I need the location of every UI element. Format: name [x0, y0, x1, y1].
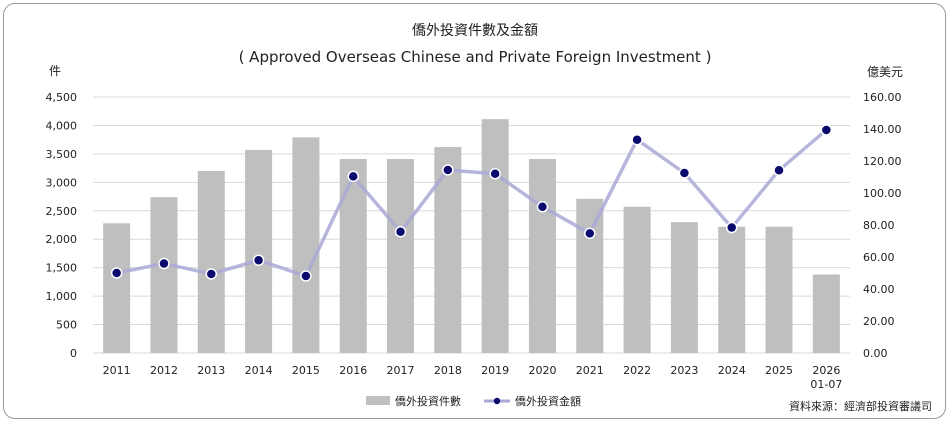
- line-point: [252, 254, 265, 266]
- x-tick-label: 2023: [670, 364, 698, 377]
- line-point: [725, 221, 738, 234]
- source-note: 資料來源：經濟部投資審議司: [789, 399, 932, 413]
- legend-swatch-marker: [493, 397, 501, 405]
- line-series: [110, 124, 833, 282]
- right-tick-label: 0.00: [863, 347, 888, 360]
- legend-label-line: 僑外投資金額: [515, 394, 581, 408]
- x-tick-label: 2019: [481, 364, 509, 377]
- bar: [481, 119, 509, 353]
- left-tick-label: 1,500: [46, 262, 78, 275]
- line-point: [820, 124, 833, 136]
- right-tick-label: 140.00: [863, 123, 902, 136]
- right-tick-label: 160.00: [863, 91, 902, 104]
- legend: 僑外投資件數 僑外投資金額: [366, 394, 581, 408]
- bar: [718, 226, 746, 353]
- left-tick-label: 500: [56, 319, 77, 332]
- right-axis-label: 億美元: [867, 65, 903, 79]
- chart-subtitle: ( Approved Overseas Chinese and Private …: [239, 48, 712, 66]
- legend-swatch-bar: [366, 396, 390, 405]
- bar: [292, 137, 320, 353]
- x-tick-labels: 2011 2012 2013 2014 2015 2016 2017 2018 2019 2020…: [103, 364, 843, 391]
- bar: [576, 198, 604, 353]
- x-tick-label: 2011: [103, 364, 131, 377]
- x-tick-label: 2016: [339, 364, 367, 377]
- line-point: [300, 270, 312, 282]
- bar: [103, 223, 131, 353]
- x-tick-label: 2022: [623, 364, 651, 377]
- left-tick-label: 3,500: [46, 148, 78, 161]
- line-point: [110, 267, 123, 279]
- x-tick-label: 2018: [434, 364, 462, 377]
- left-tick-label: 2,000: [46, 233, 78, 246]
- line-point: [631, 133, 643, 146]
- left-tick-label: 0: [70, 347, 77, 360]
- x-tick-label: 2014: [245, 364, 273, 377]
- bar: [528, 159, 556, 353]
- x-tick-label: 2025: [765, 364, 793, 377]
- bar: [197, 170, 225, 353]
- line-point: [489, 168, 501, 180]
- line-point: [394, 225, 407, 238]
- right-tick-label: 100.00: [863, 187, 902, 200]
- chart-title: 僑外投資件數及金額: [412, 23, 538, 39]
- line-point: [158, 257, 170, 270]
- bar: [812, 274, 840, 353]
- left-tick-label: 4,500: [46, 91, 78, 104]
- right-tick-label: 80.00: [863, 219, 895, 232]
- x-tick-label: 2013: [197, 364, 225, 377]
- left-tick-label: 4,000: [46, 119, 78, 132]
- bar: [387, 159, 415, 353]
- right-tick-labels: 0.00 20.00 40.00 60.00 80.00 100.00 120.00 140.…: [863, 91, 902, 360]
- bar: [623, 206, 651, 353]
- bar: [434, 147, 462, 353]
- legend-label-bar: 僑外投資件數: [395, 394, 461, 408]
- left-tick-label: 2,500: [46, 205, 78, 218]
- line-point: [773, 164, 785, 177]
- bar: [245, 149, 273, 353]
- right-tick-label: 40.00: [863, 283, 895, 296]
- x-tick-label: 2024: [718, 364, 746, 377]
- line-point: [536, 201, 549, 213]
- left-axis-label: 件: [49, 64, 61, 78]
- x-tick-label: 2015: [292, 364, 320, 377]
- x-tick-label: 2020: [528, 364, 556, 377]
- right-tick-label: 60.00: [863, 251, 895, 264]
- line-point: [205, 268, 218, 280]
- line-point: [584, 227, 596, 240]
- line-point: [442, 164, 454, 176]
- x-tick-label: 2012: [150, 364, 178, 377]
- right-tick-label: 120.00: [863, 155, 902, 168]
- x-tick-label: 2017: [387, 364, 415, 377]
- series-line: [116, 128, 828, 278]
- bar: [150, 197, 178, 353]
- left-tick-labels: 0 500 1,000 1,500 2,000 2,500 3,000 3,500 4,000 4…: [46, 91, 78, 360]
- x-tick-label: 2026 01-07: [810, 364, 842, 391]
- left-tick-label: 1,000: [46, 290, 78, 303]
- right-tick-label: 20.00: [863, 315, 895, 328]
- x-tick-label: 2021: [576, 364, 604, 377]
- bar-series: [103, 119, 840, 353]
- bar: [765, 226, 793, 353]
- line-point: [347, 170, 359, 183]
- line-point: [678, 167, 691, 179]
- left-tick-label: 3,000: [46, 176, 78, 189]
- bar: [670, 222, 698, 353]
